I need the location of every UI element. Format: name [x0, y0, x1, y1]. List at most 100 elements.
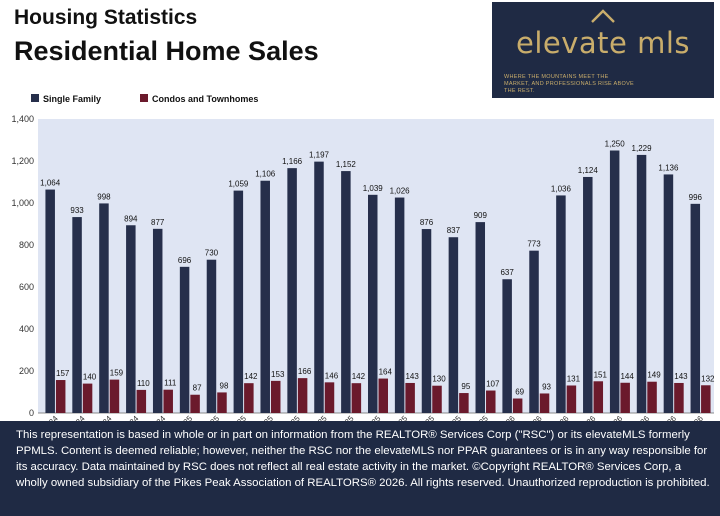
page-subtitle: Residential Home Sales — [14, 36, 319, 66]
value-label-single-family: 730 — [205, 249, 219, 258]
bar-condos — [55, 380, 66, 413]
chart-legend: Single Family Condos and Townhomes — [31, 94, 258, 104]
x-tick-label: Jun-26 — [628, 414, 652, 421]
legend-label-condos: Condos and Townhomes — [152, 94, 258, 104]
value-label-condos: 151 — [594, 370, 608, 379]
bar-condos — [378, 378, 388, 413]
x-tick-label: Nov-25 — [438, 414, 463, 421]
bar-single-family — [636, 154, 647, 413]
value-label-condos: 166 — [298, 367, 312, 376]
logo-tagline: WHERE THE MOUNTAINS MEET THE MARKET, AND… — [504, 74, 635, 94]
value-label-single-family: 909 — [474, 211, 488, 220]
value-label-condos: 87 — [193, 384, 202, 393]
bar-condos — [459, 393, 469, 413]
footer-disclaimer: This representation is based in whole or… — [16, 429, 710, 489]
bar-single-family — [99, 203, 109, 413]
bar-condos — [270, 380, 281, 413]
value-label-condos: 93 — [542, 382, 551, 391]
bar-single-family — [45, 189, 55, 413]
value-label-condos: 143 — [405, 372, 419, 381]
value-label-single-family: 933 — [70, 206, 84, 215]
y-tick-label: 600 — [19, 282, 34, 292]
bar-condos — [136, 389, 147, 413]
y-tick-label: 400 — [19, 324, 34, 334]
x-axis: Aug-24Sep-24Oct-24Nov-24Dec-24Jan-25Feb-… — [35, 414, 705, 421]
bar-single-family — [72, 217, 82, 413]
y-tick-label: 1,400 — [11, 114, 34, 124]
bar-condos — [620, 382, 630, 413]
bar-condos — [297, 378, 308, 413]
bar-condos — [486, 390, 496, 413]
x-tick-label: Dec-24 — [143, 414, 168, 421]
bar-condos — [512, 398, 523, 413]
value-label-condos: 131 — [567, 374, 581, 383]
value-label-single-family: 1,036 — [551, 184, 572, 193]
y-tick-label: 0 — [29, 408, 34, 418]
bar-condos — [351, 383, 362, 413]
value-label-condos: 143 — [674, 372, 688, 381]
bar-condos — [647, 381, 657, 413]
residential-sales-chart: Single Family Condos and Townhomes 0 200 4… — [11, 94, 715, 421]
bar-single-family — [152, 228, 163, 413]
value-label-condos: 98 — [220, 381, 229, 390]
bar-single-family — [583, 176, 593, 413]
bar-single-family — [206, 259, 217, 413]
value-label-single-family: 1,250 — [605, 140, 626, 149]
x-tick-label: May-25 — [277, 414, 303, 421]
legend-swatch-condos — [140, 94, 148, 102]
y-tick-label: 1,000 — [11, 198, 34, 208]
x-tick-label: Feb-26 — [519, 414, 544, 421]
page-title: Housing Statistics — [14, 6, 198, 29]
value-label-condos: 69 — [515, 388, 524, 397]
bar-single-family — [556, 195, 566, 413]
value-label-condos: 153 — [271, 370, 285, 379]
value-label-single-family: 998 — [97, 192, 111, 201]
value-label-condos: 157 — [56, 369, 70, 378]
x-tick-label: Aug-24 — [35, 414, 60, 421]
x-tick-label: Dec-25 — [465, 414, 490, 421]
bar-single-family — [314, 161, 324, 413]
x-tick-label: Jul-25 — [334, 414, 356, 421]
value-label-single-family: 1,026 — [390, 187, 411, 196]
value-label-condos: 140 — [83, 373, 97, 382]
value-label-condos: 111 — [164, 379, 177, 388]
x-tick-label: May-26 — [599, 414, 625, 421]
bar-condos — [244, 383, 254, 413]
bar-condos — [566, 385, 577, 413]
x-tick-label: Apr-25 — [252, 414, 276, 421]
value-label-single-family: 1,166 — [282, 157, 303, 166]
value-label-single-family: 877 — [151, 218, 165, 227]
bar-single-family — [421, 229, 432, 413]
value-label-condos: 130 — [432, 375, 446, 384]
bar-single-family — [233, 190, 244, 413]
bar-condos — [109, 379, 120, 413]
x-tick-label: Apr-26 — [574, 414, 598, 421]
value-label-condos: 146 — [325, 371, 339, 380]
value-label-condos: 144 — [620, 372, 634, 381]
bars: 1,064 157 933 140 998 159 894 110 877 111 696 87 730… — [40, 140, 715, 413]
value-label-condos: 142 — [352, 372, 366, 381]
value-label-condos: 142 — [244, 372, 258, 381]
x-tick-label: Jan-25 — [171, 414, 195, 421]
value-label-condos: 107 — [486, 380, 500, 389]
bar-condos — [324, 382, 335, 413]
value-label-condos: 164 — [379, 368, 393, 377]
value-label-condos: 149 — [647, 371, 661, 380]
bar-single-family — [609, 150, 620, 413]
mountain-chevron-icon — [591, 9, 615, 23]
bar-condos — [539, 393, 550, 413]
value-label-single-family: 1,229 — [632, 144, 653, 153]
bar-single-family — [448, 237, 459, 413]
x-tick-label: Mar-25 — [224, 414, 249, 421]
y-tick-label: 1,200 — [11, 156, 34, 166]
value-label-condos: 110 — [137, 379, 150, 388]
value-label-single-family: 1,039 — [363, 184, 384, 193]
value-label-condos: 95 — [461, 382, 470, 391]
bar-single-family — [179, 266, 190, 413]
value-label-single-family: 876 — [420, 218, 434, 227]
x-tick-label: Sep-25 — [385, 414, 410, 421]
bar-single-family — [260, 180, 270, 413]
bar-single-family — [690, 203, 701, 413]
bar-condos — [82, 383, 93, 413]
value-label-single-family: 996 — [689, 193, 703, 202]
